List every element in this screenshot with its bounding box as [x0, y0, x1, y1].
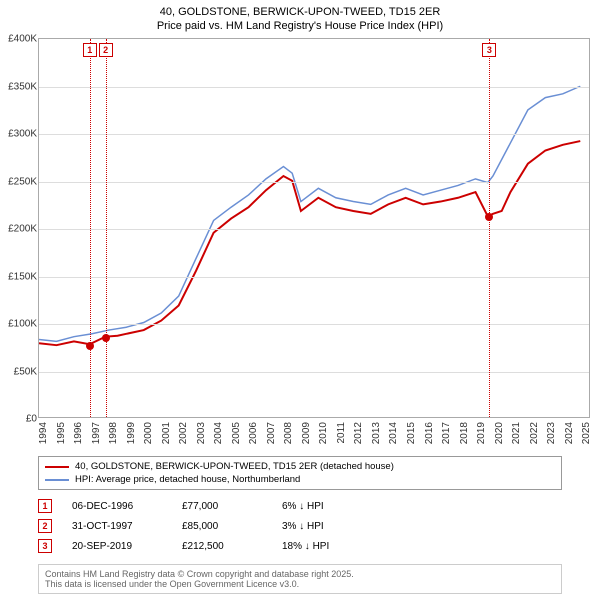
legend-swatch-hpi	[45, 479, 69, 481]
gridline	[39, 229, 589, 230]
gridline	[39, 324, 589, 325]
x-axis-label: 2013	[371, 422, 382, 444]
marker-vline	[106, 39, 107, 417]
marker-table-row: 2 31-OCT-1997 £85,000 3% ↓ HPI	[38, 516, 562, 536]
x-axis-label: 2015	[406, 422, 417, 444]
marker-vline	[90, 39, 91, 417]
y-axis-label: £400K	[1, 34, 37, 45]
marker-table-pct: 6% ↓ HPI	[282, 501, 372, 512]
x-axis-label: 1998	[108, 422, 119, 444]
y-axis-label: £350K	[1, 81, 37, 92]
series-line-property	[39, 141, 580, 345]
legend-box: 40, GOLDSTONE, BERWICK-UPON-TWEED, TD15 …	[38, 456, 562, 490]
x-axis-label: 2022	[529, 422, 540, 444]
gridline	[39, 277, 589, 278]
x-axis-label: 2023	[546, 422, 557, 444]
marker-number-box: 3	[482, 43, 496, 57]
y-axis-label: £250K	[1, 176, 37, 187]
x-axis-label: 2017	[441, 422, 452, 444]
x-axis-label: 2014	[388, 422, 399, 444]
gridline	[39, 182, 589, 183]
y-axis-label: £200K	[1, 224, 37, 235]
marker-data-point	[86, 342, 94, 350]
chart-container: 40, GOLDSTONE, BERWICK-UPON-TWEED, TD15 …	[0, 0, 600, 590]
y-axis-label: £150K	[1, 271, 37, 282]
marker-table-num: 2	[38, 519, 52, 533]
legend-row-property: 40, GOLDSTONE, BERWICK-UPON-TWEED, TD15 …	[45, 460, 555, 473]
series-line-hpi	[39, 86, 580, 341]
x-axis-label: 2024	[564, 422, 575, 444]
x-axis-label: 2001	[161, 422, 172, 444]
y-axis-label: £50K	[1, 366, 37, 377]
marker-table-pct: 18% ↓ HPI	[282, 541, 372, 552]
x-axis-label: 2007	[266, 422, 277, 444]
marker-table-num: 1	[38, 499, 52, 513]
legend-swatch-property	[45, 466, 69, 468]
marker-table-row: 1 06-DEC-1996 £77,000 6% ↓ HPI	[38, 496, 562, 516]
marker-table-date: 31-OCT-1997	[72, 521, 162, 532]
x-axis-label: 1997	[91, 422, 102, 444]
x-axis-label: 2018	[459, 422, 470, 444]
chart-title-line1: 40, GOLDSTONE, BERWICK-UPON-TWEED, TD15 …	[0, 0, 600, 20]
gridline	[39, 372, 589, 373]
footer-line1: Contains HM Land Registry data © Crown c…	[45, 569, 555, 579]
x-axis-labels: 1994 1995 1996 1997 1998 1999 2000 2001 2002 2003…	[38, 418, 590, 450]
x-axis-label: 2011	[336, 422, 347, 444]
footer-line2: This data is licensed under the Open Gov…	[45, 579, 555, 589]
x-axis-label: 2021	[511, 422, 522, 444]
x-axis-label: 2008	[283, 422, 294, 444]
x-axis-label: 2012	[353, 422, 364, 444]
plot-area: £0£50K£100K£150K£200K£250K£300K£350K£400…	[38, 38, 590, 418]
marker-table-row: 3 20-SEP-2019 £212,500 18% ↓ HPI	[38, 536, 562, 556]
y-axis-label: £0	[1, 414, 37, 425]
legend-row-hpi: HPI: Average price, detached house, Nort…	[45, 473, 555, 486]
x-axis-label: 1996	[73, 422, 84, 444]
marker-table-price: £77,000	[182, 501, 262, 512]
x-axis-label: 2010	[318, 422, 329, 444]
marker-table-pct: 3% ↓ HPI	[282, 521, 372, 532]
x-axis-label: 1995	[56, 422, 67, 444]
marker-number-box: 1	[83, 43, 97, 57]
x-axis-label: 2006	[248, 422, 259, 444]
y-axis-label: £300K	[1, 129, 37, 140]
x-axis-label: 2003	[196, 422, 207, 444]
marker-table-num: 3	[38, 539, 52, 553]
x-axis-label: 2019	[476, 422, 487, 444]
y-axis-label: £100K	[1, 319, 37, 330]
x-axis-label: 2009	[301, 422, 312, 444]
x-axis-label: 1999	[126, 422, 137, 444]
x-axis-label: 2025	[581, 422, 592, 444]
x-axis-label: 1994	[38, 422, 49, 444]
gridline	[39, 87, 589, 88]
x-axis-label: 2005	[231, 422, 242, 444]
x-axis-label: 2002	[178, 422, 189, 444]
x-axis-label: 2000	[143, 422, 154, 444]
marker-table: 1 06-DEC-1996 £77,000 6% ↓ HPI 2 31-OCT-1997 £…	[38, 496, 562, 556]
gridline	[39, 134, 589, 135]
x-axis-label: 2016	[424, 422, 435, 444]
marker-data-point	[485, 213, 493, 221]
marker-table-price: £212,500	[182, 541, 262, 552]
marker-number-box: 2	[99, 43, 113, 57]
marker-table-date: 20-SEP-2019	[72, 541, 162, 552]
chart-lines-svg	[39, 39, 589, 417]
marker-data-point	[102, 334, 110, 342]
marker-table-price: £85,000	[182, 521, 262, 532]
chart-title-line2: Price paid vs. HM Land Registry's House …	[0, 20, 600, 38]
x-axis-label: 2020	[494, 422, 505, 444]
marker-table-date: 06-DEC-1996	[72, 501, 162, 512]
x-axis-label: 2004	[213, 422, 224, 444]
legend-label-hpi: HPI: Average price, detached house, Nort…	[75, 474, 300, 485]
legend-label-property: 40, GOLDSTONE, BERWICK-UPON-TWEED, TD15 …	[75, 461, 394, 472]
marker-vline	[489, 39, 490, 417]
